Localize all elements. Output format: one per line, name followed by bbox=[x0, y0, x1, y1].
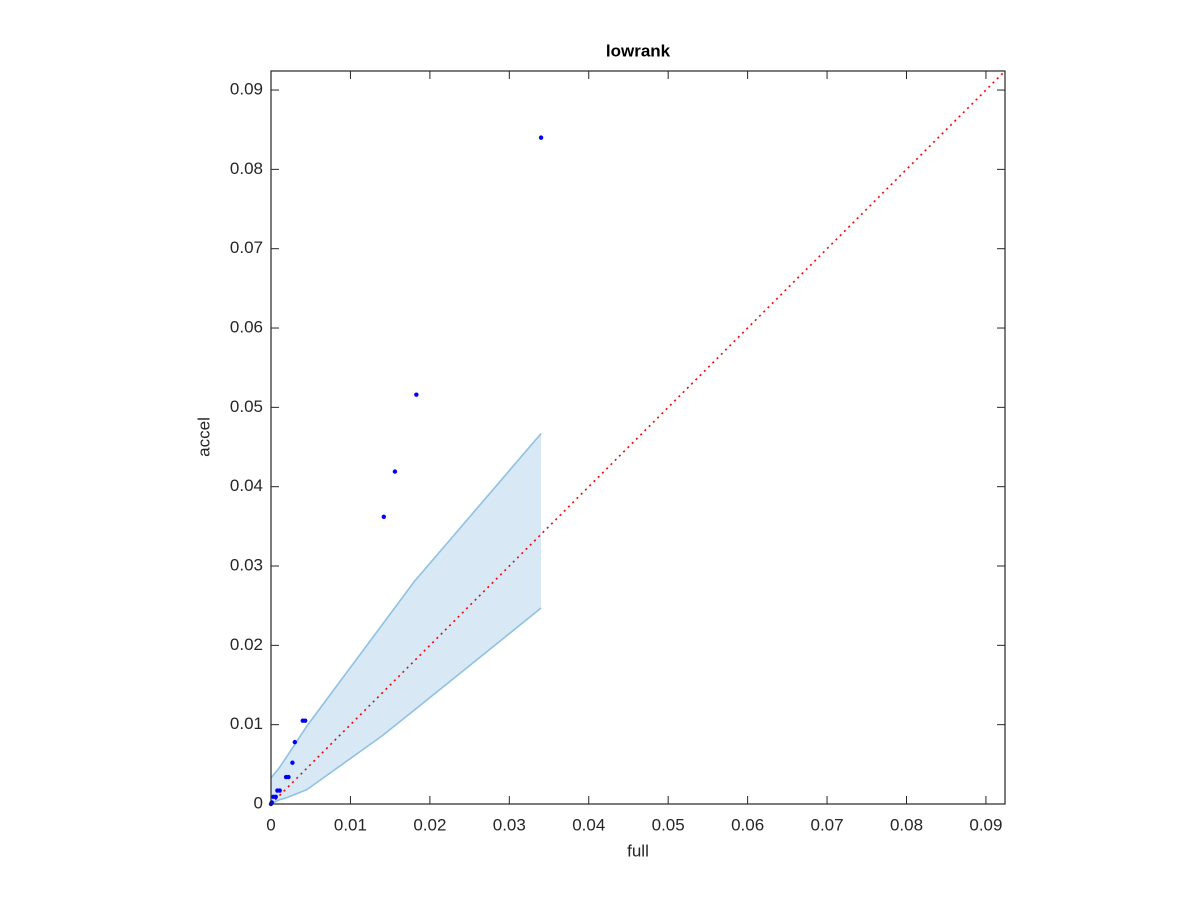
point bbox=[414, 392, 419, 397]
x-tick-label: 0.03 bbox=[493, 815, 526, 834]
y-tick-label: 0.06 bbox=[230, 318, 263, 337]
x-tick-label: 0.06 bbox=[731, 815, 764, 834]
x-tick-label: 0 bbox=[266, 815, 275, 834]
y-tick-label: 0.07 bbox=[230, 238, 263, 257]
point bbox=[271, 794, 276, 800]
point bbox=[381, 514, 387, 520]
y-tick-label: 0.08 bbox=[230, 159, 263, 178]
band-area bbox=[271, 433, 542, 804]
point bbox=[275, 788, 280, 793]
y-tick-label: 0 bbox=[254, 793, 263, 812]
axes-box bbox=[270, 70, 1006, 805]
point bbox=[538, 135, 544, 140]
y-tick-label: 0.04 bbox=[230, 476, 263, 495]
x-tick-label: 0.01 bbox=[334, 815, 367, 834]
y-tick-label: 0.05 bbox=[230, 397, 263, 416]
y-tick-label: 0.01 bbox=[230, 714, 263, 733]
band-upper bbox=[270, 433, 542, 779]
point bbox=[290, 760, 295, 765]
y-axis-label: accel bbox=[194, 417, 213, 457]
y-tick-label: 0.02 bbox=[230, 635, 263, 654]
x-tick-label: 0.04 bbox=[572, 815, 605, 834]
reference-line bbox=[270, 70, 1006, 805]
y-tick-label: 0.03 bbox=[230, 555, 263, 574]
x-tick-label: 0.02 bbox=[413, 815, 446, 834]
x-tick-label: 0.08 bbox=[890, 815, 923, 834]
point bbox=[300, 718, 305, 723]
band-lower bbox=[270, 607, 542, 805]
x-axis-label: full bbox=[627, 841, 649, 860]
x-tick-label: 0.05 bbox=[652, 815, 685, 834]
x-tick-label: 0.07 bbox=[811, 815, 844, 834]
chart-title: lowrank bbox=[606, 41, 671, 60]
x-tick-label: 0.09 bbox=[969, 815, 1002, 834]
point bbox=[292, 739, 298, 745]
point bbox=[392, 469, 398, 474]
y-tick-label: 0.09 bbox=[230, 80, 263, 99]
point bbox=[283, 774, 289, 780]
